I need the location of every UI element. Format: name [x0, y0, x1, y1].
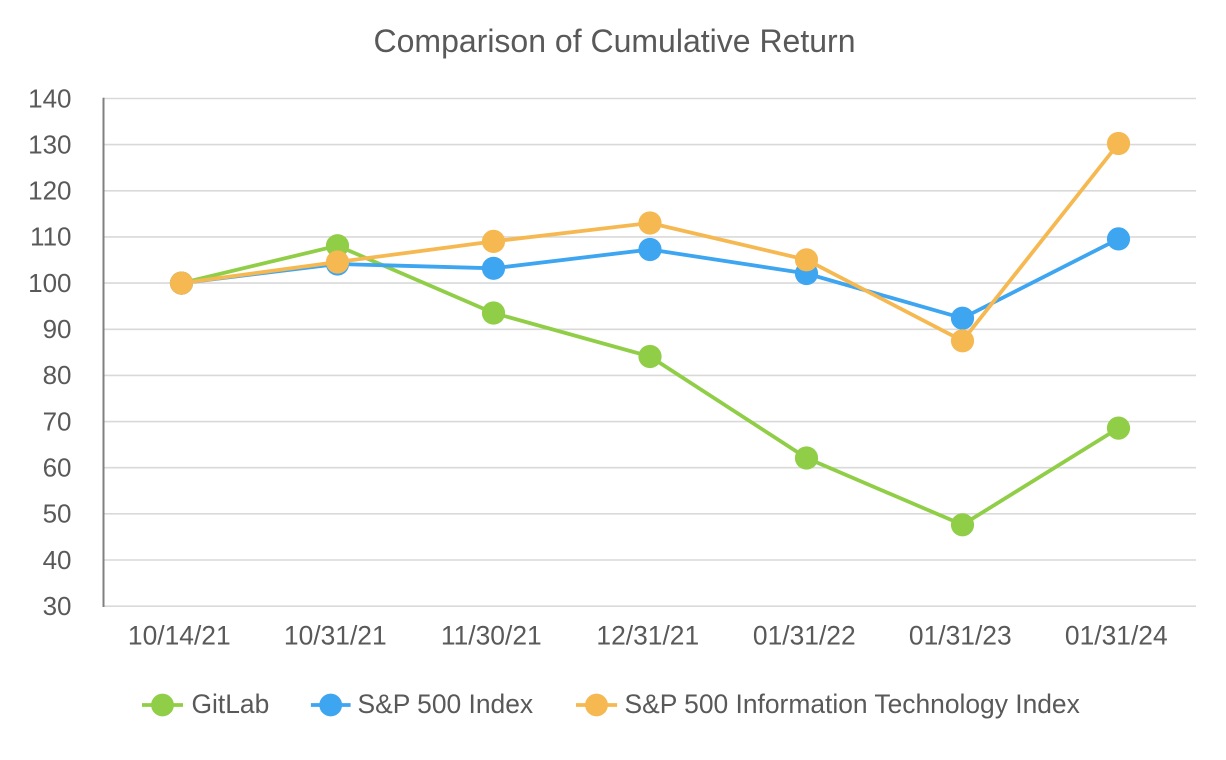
svg-text:GitLab: GitLab	[192, 689, 270, 719]
svg-text:60: 60	[43, 453, 72, 483]
svg-text:140: 140	[28, 83, 71, 113]
svg-text:80: 80	[43, 360, 72, 390]
svg-text:110: 110	[30, 222, 71, 252]
svg-text:Comparison of Cumulative Retur: Comparison of Cumulative Return	[374, 23, 856, 59]
svg-text:S&P 500 Information Technology: S&P 500 Information Technology Index	[625, 689, 1080, 719]
svg-text:01/31/23: 01/31/23	[909, 621, 1012, 651]
svg-text:01/31/24: 01/31/24	[1065, 621, 1168, 651]
svg-text:90: 90	[43, 314, 72, 344]
svg-text:30: 30	[43, 591, 72, 621]
svg-text:130: 130	[28, 129, 71, 159]
svg-text:100: 100	[28, 268, 71, 298]
svg-text:11/30/21: 11/30/21	[441, 621, 542, 651]
svg-text:10/31/21: 10/31/21	[284, 621, 387, 651]
svg-text:70: 70	[43, 406, 72, 436]
svg-text:10/14/21: 10/14/21	[128, 621, 231, 651]
svg-text:12/31/21: 12/31/21	[596, 621, 699, 651]
svg-text:50: 50	[43, 499, 72, 529]
svg-text:40: 40	[43, 545, 72, 575]
svg-text:120: 120	[28, 176, 71, 206]
svg-text:S&P 500 Index: S&P 500 Index	[358, 689, 534, 719]
svg-text:01/31/22: 01/31/22	[753, 621, 856, 651]
